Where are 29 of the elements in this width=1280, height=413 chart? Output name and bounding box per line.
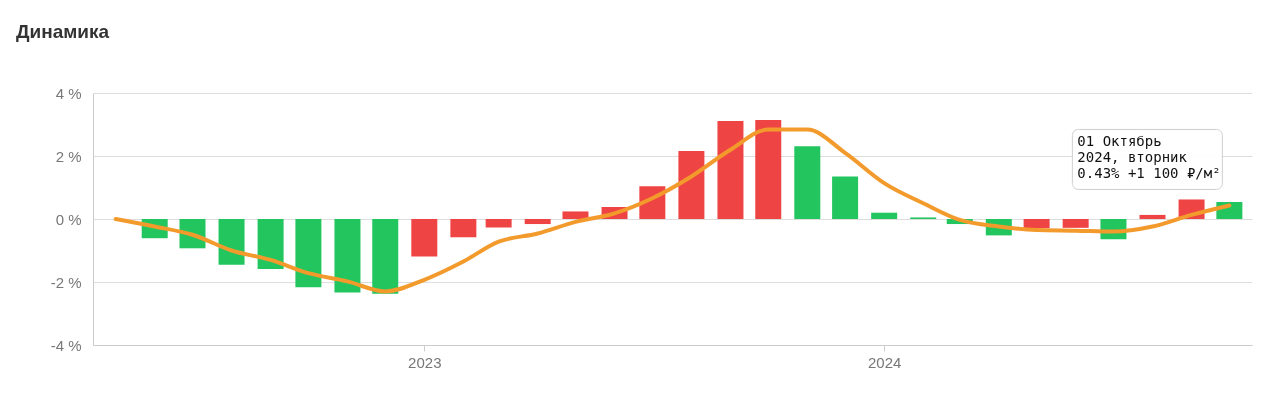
y-tick-label: 2 % (55, 147, 82, 165)
y-tick-label: 0 % (55, 210, 82, 228)
bar (372, 219, 399, 294)
y-tick-label: -2 % (50, 273, 82, 291)
bar (218, 219, 245, 265)
bar (1139, 214, 1166, 219)
x-tick-label: 2023 (408, 353, 442, 371)
chart-title: Динамика (16, 21, 110, 42)
annotation: 01 Октябрь 2024, вторник 0.43% +1 100 ₽/м² (1077, 133, 1221, 182)
bar (411, 219, 438, 257)
y-tick-label: 4 % (55, 84, 82, 102)
bar (485, 219, 512, 228)
bar (1023, 219, 1050, 229)
bar (832, 176, 859, 219)
bar (871, 212, 898, 219)
bar (295, 219, 322, 288)
bar (450, 219, 477, 238)
bar (257, 219, 284, 270)
bar (1062, 219, 1089, 228)
bar (334, 219, 361, 293)
bar (678, 150, 705, 219)
bar (794, 146, 821, 219)
bar (755, 120, 782, 219)
line-series (113, 127, 1232, 294)
bar (717, 121, 744, 219)
bar (524, 219, 551, 225)
x-tick-label: 2024 (867, 353, 902, 371)
y-tick-label: -4 % (50, 336, 82, 354)
bar (562, 211, 589, 219)
